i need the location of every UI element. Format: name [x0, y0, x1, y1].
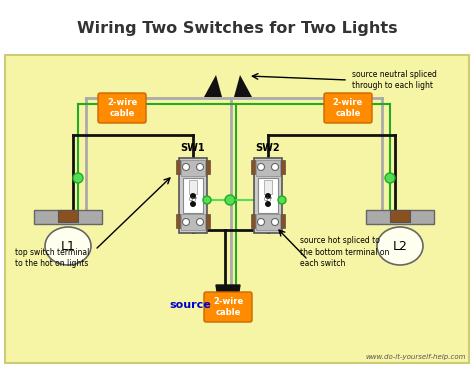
Bar [206, 160, 210, 174]
Bar [181, 214, 205, 230]
FancyBboxPatch shape [204, 292, 252, 322]
Circle shape [257, 164, 264, 170]
Bar [264, 180, 272, 194]
Circle shape [265, 193, 271, 199]
Text: 2-wire
cable: 2-wire cable [333, 98, 363, 118]
Text: source: source [169, 300, 211, 310]
Bar [256, 160, 280, 176]
Text: www.do-it-yourself-help.com: www.do-it-yourself-help.com [365, 354, 466, 360]
Bar [206, 214, 210, 228]
Text: top switch terminal
to the hot on lights: top switch terminal to the hot on lights [15, 248, 90, 268]
Text: OFF: OFF [264, 196, 273, 202]
Text: SW2: SW2 [255, 143, 280, 153]
Text: L1: L1 [61, 240, 75, 253]
Polygon shape [234, 75, 252, 97]
Circle shape [272, 218, 279, 225]
Bar [0, 0, 474, 55]
Circle shape [385, 173, 395, 183]
Bar [189, 180, 197, 194]
Text: OFF: OFF [188, 196, 198, 202]
Circle shape [197, 164, 203, 170]
Circle shape [182, 218, 190, 225]
Text: source neutral spliced
through to each light: source neutral spliced through to each l… [352, 70, 437, 90]
Polygon shape [216, 285, 240, 311]
Circle shape [190, 193, 196, 199]
Bar [390, 210, 410, 222]
Bar [183, 178, 203, 213]
FancyBboxPatch shape [98, 93, 146, 123]
Bar [251, 160, 255, 174]
Bar [281, 214, 285, 228]
Bar [5, 55, 469, 363]
Circle shape [265, 201, 271, 207]
Ellipse shape [377, 227, 423, 265]
Circle shape [190, 201, 196, 207]
Bar [366, 210, 434, 224]
Bar [251, 214, 255, 228]
Text: source hot spliced to
the bottom terminal on
each switch: source hot spliced to the bottom termina… [300, 236, 389, 267]
Ellipse shape [45, 227, 91, 265]
Circle shape [272, 164, 279, 170]
Text: Wiring Two Switches for Two Lights: Wiring Two Switches for Two Lights [77, 20, 397, 35]
Bar [58, 210, 78, 222]
Bar [281, 160, 285, 174]
Bar [179, 158, 207, 233]
Bar [254, 158, 282, 233]
Text: SW1: SW1 [181, 143, 205, 153]
FancyBboxPatch shape [324, 93, 372, 123]
Text: 2-wire
cable: 2-wire cable [107, 98, 137, 118]
Circle shape [225, 195, 235, 205]
Bar [258, 178, 278, 213]
Circle shape [278, 196, 286, 204]
Circle shape [257, 218, 264, 225]
Text: L2: L2 [392, 240, 408, 253]
Bar [176, 214, 180, 228]
Polygon shape [204, 75, 222, 97]
Bar [256, 214, 280, 230]
Circle shape [182, 164, 190, 170]
Text: 2-wire
cable: 2-wire cable [213, 297, 243, 317]
Bar [34, 210, 102, 224]
Circle shape [73, 173, 83, 183]
Bar [176, 160, 180, 174]
Circle shape [197, 218, 203, 225]
Bar [181, 160, 205, 176]
Circle shape [203, 196, 211, 204]
